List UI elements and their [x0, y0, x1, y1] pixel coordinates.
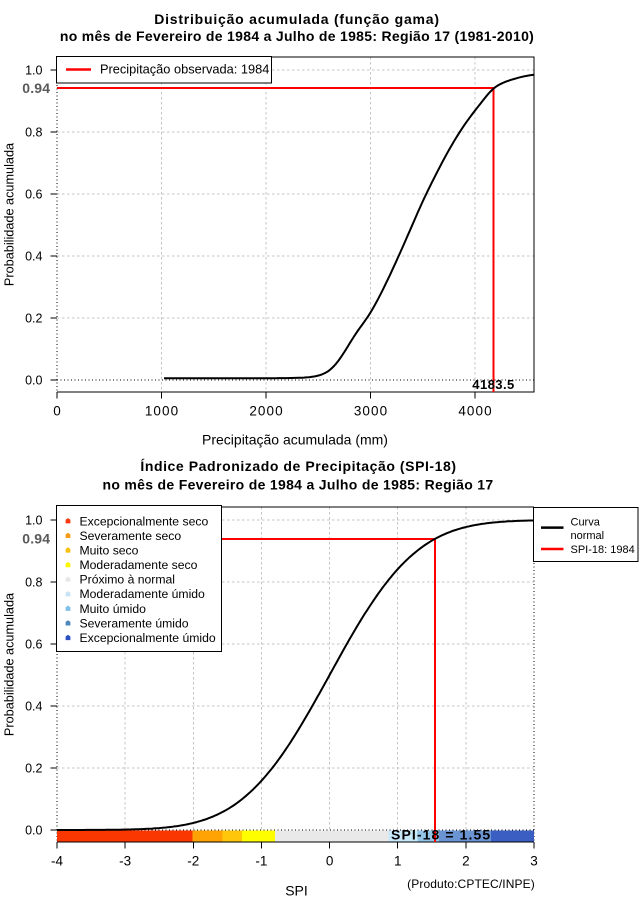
svg-text:no mês de Fevereiro de 1984 a: no mês de Fevereiro de 1984 a Julho de 1…: [60, 28, 534, 44]
svg-text:-2: -2: [187, 854, 199, 869]
svg-text:-3: -3: [119, 854, 131, 869]
svg-text:Muito seco: Muito seco: [80, 544, 139, 558]
svg-text:Moderadamente úmido: Moderadamente úmido: [80, 587, 206, 601]
svg-text:0.94: 0.94: [22, 80, 50, 96]
svg-text:2000: 2000: [249, 403, 283, 418]
svg-text:SPI: SPI: [285, 883, 308, 899]
svg-text:0: 0: [53, 403, 62, 418]
svg-text:0.8: 0.8: [25, 575, 42, 589]
svg-text:-4: -4: [51, 854, 63, 869]
svg-text:Próximo à normal: Próximo à normal: [80, 573, 176, 587]
svg-text:2: 2: [462, 854, 470, 869]
svg-text:Moderadamente seco: Moderadamente seco: [80, 558, 198, 572]
svg-text:Excepcionalmente seco: Excepcionalmente seco: [80, 514, 209, 528]
svg-text:Curva: Curva: [571, 516, 601, 528]
svg-text:0.4: 0.4: [25, 249, 42, 263]
svg-text:Probabilidade acumulada: Probabilidade acumulada: [3, 142, 17, 286]
svg-text:SPI-18: 1984: SPI-18: 1984: [571, 544, 635, 556]
svg-text:Severamente úmido: Severamente úmido: [80, 616, 189, 630]
svg-text:Severamente seco: Severamente seco: [80, 529, 182, 543]
svg-text:no mês de Fevereiro de 1984 a: no mês de Fevereiro de 1984 a Julho de 1…: [102, 477, 493, 493]
svg-text:Precipitação observada: 1984: Precipitação observada: 1984: [100, 62, 269, 77]
svg-text:1: 1: [394, 854, 402, 869]
svg-text:3000: 3000: [354, 403, 388, 418]
svg-text:(Produto:CPTEC/INPE): (Produto:CPTEC/INPE): [407, 877, 535, 891]
svg-text:0.6: 0.6: [25, 637, 42, 651]
svg-text:0.6: 0.6: [25, 187, 42, 201]
svg-text:1000: 1000: [145, 403, 179, 418]
svg-text:0.8: 0.8: [25, 125, 42, 139]
svg-text:Precipitação acumulada (mm): Precipitação acumulada (mm): [202, 432, 388, 448]
svg-text:-1: -1: [255, 854, 267, 869]
svg-text:normal: normal: [571, 530, 605, 542]
svg-text:0.0: 0.0: [25, 823, 42, 837]
svg-text:Distribuição acumulada (função: Distribuição acumulada (função gama): [154, 11, 440, 27]
svg-text:0.94: 0.94: [22, 531, 50, 547]
svg-text:Probabilidade acumulada: Probabilidade acumulada: [3, 592, 17, 736]
svg-text:Excepcionalmente úmido: Excepcionalmente úmido: [80, 631, 216, 645]
svg-text:1.0: 1.0: [25, 513, 42, 527]
svg-text:1.0: 1.0: [25, 63, 42, 77]
svg-text:0.4: 0.4: [25, 699, 42, 713]
svg-text:SPI-18 = 1.55: SPI-18 = 1.55: [391, 827, 491, 843]
svg-text:4000: 4000: [458, 403, 492, 418]
svg-text:0.2: 0.2: [25, 311, 42, 325]
svg-text:3: 3: [530, 854, 538, 869]
svg-text:Muito úmido: Muito úmido: [80, 602, 147, 616]
svg-text:4183.5: 4183.5: [472, 377, 514, 392]
svg-text:0.2: 0.2: [25, 761, 42, 775]
svg-text:Índice Padronizado de Precipit: Índice Padronizado de Precipitação (SPI-…: [140, 458, 456, 474]
svg-text:0: 0: [326, 854, 334, 869]
svg-text:0.0: 0.0: [25, 373, 42, 387]
